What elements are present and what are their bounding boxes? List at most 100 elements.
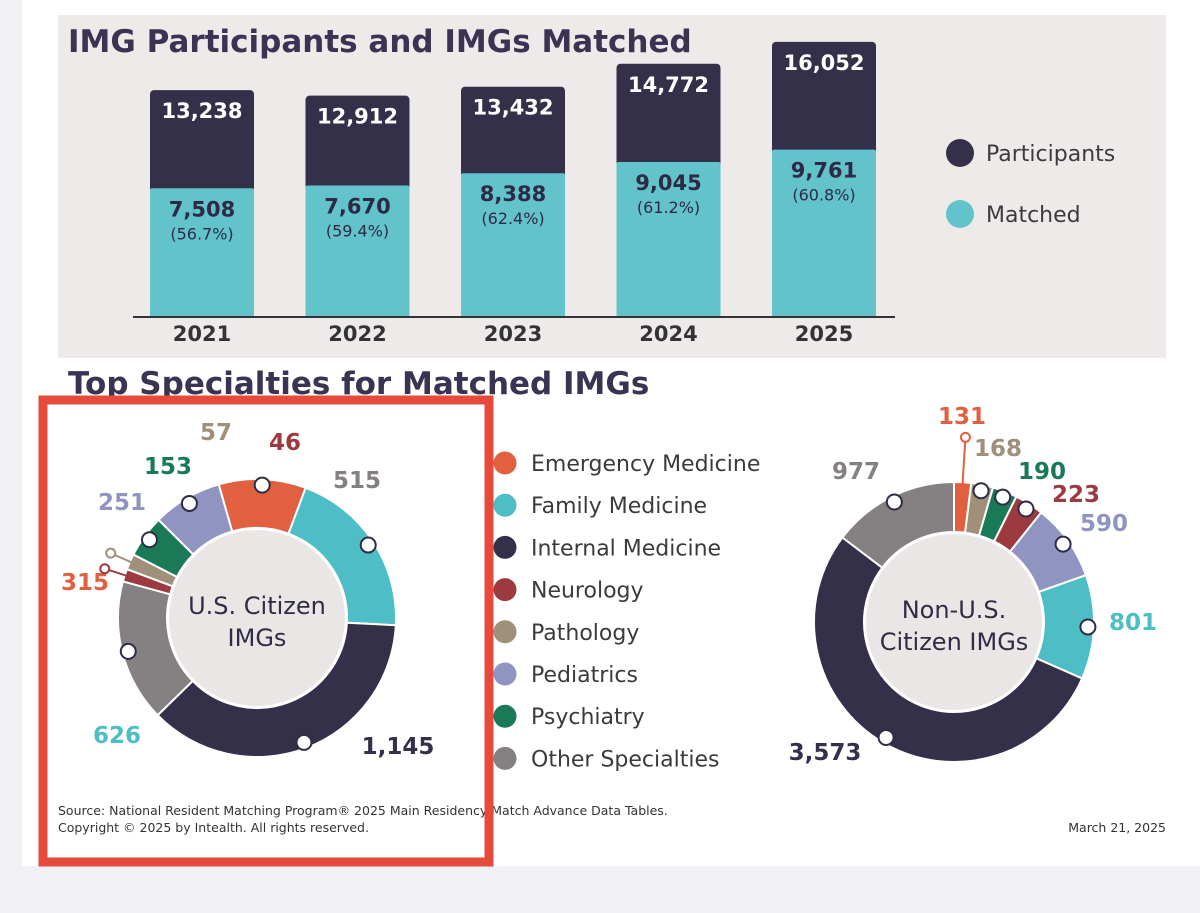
specialty-legend: Emergency Medicine Family Medicine Interna… <box>493 451 760 772</box>
matched-value-label: 7,670 <box>324 195 390 219</box>
slice-marker <box>877 729 895 747</box>
x-tick-label: 2025 <box>795 322 853 346</box>
participants-value-label: 14,772 <box>628 73 709 97</box>
legend-dot-psychiatry <box>493 704 517 728</box>
slice-marker <box>359 536 377 554</box>
legend-label-participants: Participants <box>986 142 1115 167</box>
stem-marker <box>105 547 117 559</box>
bar-chart-bars: 13,238 7,508 (56.7%) 2021 12,912 7,670 (59.4%)… <box>150 41 876 346</box>
legend-dot-pathology <box>493 620 517 644</box>
slice-value-label: 315 <box>61 570 109 596</box>
slice-marker <box>1017 500 1035 518</box>
donut-center-label: Non-U.S. <box>902 596 1007 624</box>
legend-label-emergency-medicine: Emergency Medicine <box>531 452 760 477</box>
bar-chart-title: IMG Participants and IMGs Matched <box>68 24 692 60</box>
highlight-box <box>38 395 494 867</box>
legend-label-pathology: Pathology <box>531 621 639 646</box>
legend-label-family-medicine: Family Medicine <box>531 494 707 519</box>
bar-matched-2021 <box>150 188 254 317</box>
slice-value-label: 46 <box>269 430 301 456</box>
slice-value-label: 801 <box>1109 610 1157 636</box>
matched-percent-label: (61.2%) <box>637 198 700 217</box>
slice-marker <box>140 531 158 549</box>
slice-marker <box>119 642 137 660</box>
legend-label-neurology: Neurology <box>531 579 644 604</box>
stem-marker <box>99 563 111 575</box>
x-tick-label: 2021 <box>173 322 231 346</box>
slice-value-label: 590 <box>1080 511 1128 537</box>
label-stem <box>961 437 967 489</box>
participants-value-label: 13,238 <box>161 99 242 123</box>
matched-value-label: 7,508 <box>169 197 235 221</box>
legend-label-pediatrics: Pediatrics <box>531 663 638 688</box>
donut-slice <box>840 480 955 570</box>
x-tick-label: 2022 <box>328 322 386 346</box>
participants-value-label: 13,432 <box>472 96 553 120</box>
slice-value-label: 515 <box>333 468 381 494</box>
donut-slice <box>813 536 1084 763</box>
legend-dot-emergency-medicine <box>493 451 517 475</box>
stem-marker <box>959 431 971 443</box>
participants-value-label: 16,052 <box>783 51 864 75</box>
donut-center-label: U.S. Citizen <box>188 592 326 620</box>
matched-value-label: 9,045 <box>635 171 701 195</box>
slice-marker <box>253 476 271 494</box>
legend-label-psychiatry: Psychiatry <box>531 705 645 730</box>
slice-marker <box>994 488 1012 506</box>
donut-slice <box>156 621 397 758</box>
slice-value-label: 977 <box>832 459 880 485</box>
slice-marker <box>972 482 990 500</box>
slice-marker <box>180 494 198 512</box>
footer-copyright: Copyright © 2025 by Intealth. All rights… <box>58 820 369 835</box>
legend-dot-internal-medicine <box>493 535 517 559</box>
slice-value-label: 3,573 <box>789 740 862 766</box>
slice-value-label: 168 <box>974 436 1022 462</box>
matched-percent-label: (62.4%) <box>481 209 544 228</box>
x-tick-label: 2023 <box>484 322 542 346</box>
donut-center <box>169 530 345 706</box>
legend-label-other-specialties: Other Specialties <box>531 747 719 772</box>
legend-dot-other-specialties <box>493 746 517 770</box>
footer-date: March 21, 2025 <box>1068 820 1166 835</box>
slice-value-label: 57 <box>200 420 232 446</box>
legend-label-internal-medicine: Internal Medicine <box>531 536 721 561</box>
slice-value-label: 251 <box>98 490 146 516</box>
slice-marker <box>1054 535 1072 553</box>
slice-marker <box>295 733 313 751</box>
legend-dot-family-medicine <box>493 493 517 517</box>
slice-value-label: 190 <box>1018 459 1066 485</box>
matched-value-label: 9,761 <box>791 159 857 183</box>
donut-center-label: Citizen IMGs <box>880 628 1029 656</box>
slice-marker <box>885 493 903 511</box>
matched-percent-label: (60.8%) <box>792 186 855 205</box>
donut-center-label: IMGs <box>228 624 287 652</box>
bar-matched-2024 <box>616 161 721 317</box>
bar-matched-2025 <box>772 149 876 317</box>
legend-label-matched: Matched <box>986 203 1081 228</box>
participants-value-label: 12,912 <box>317 105 398 129</box>
donut-us-citizen: U.S. Citizen IMGs 315 626 1,145 515 46 57 153 251 <box>61 420 434 760</box>
slice-marker <box>1079 618 1097 636</box>
donut-center <box>866 534 1042 710</box>
bar-matched-2022 <box>305 185 410 317</box>
matched-percent-label: (56.7%) <box>170 224 233 243</box>
legend-dot-matched <box>946 200 974 228</box>
x-tick-label: 2024 <box>639 322 697 346</box>
matched-value-label: 8,388 <box>480 182 546 206</box>
legend-dot-pediatrics <box>493 662 517 686</box>
slice-value-label: 626 <box>93 723 141 749</box>
slice-value-label: 1,145 <box>362 734 435 760</box>
slice-value-label: 223 <box>1052 482 1100 508</box>
slice-value-label: 131 <box>938 404 986 430</box>
slice-value-label: 153 <box>144 454 192 480</box>
bar-matched-2023 <box>461 173 565 317</box>
legend-dot-participants <box>946 139 974 167</box>
donut-slice <box>157 483 234 556</box>
matched-percent-label: (59.4%) <box>326 222 389 241</box>
legend-dot-neurology <box>493 578 517 602</box>
footer-source: Source: National Resident Matching Progr… <box>58 803 668 818</box>
bar-chart-legend: Participants Matched <box>946 139 1115 228</box>
